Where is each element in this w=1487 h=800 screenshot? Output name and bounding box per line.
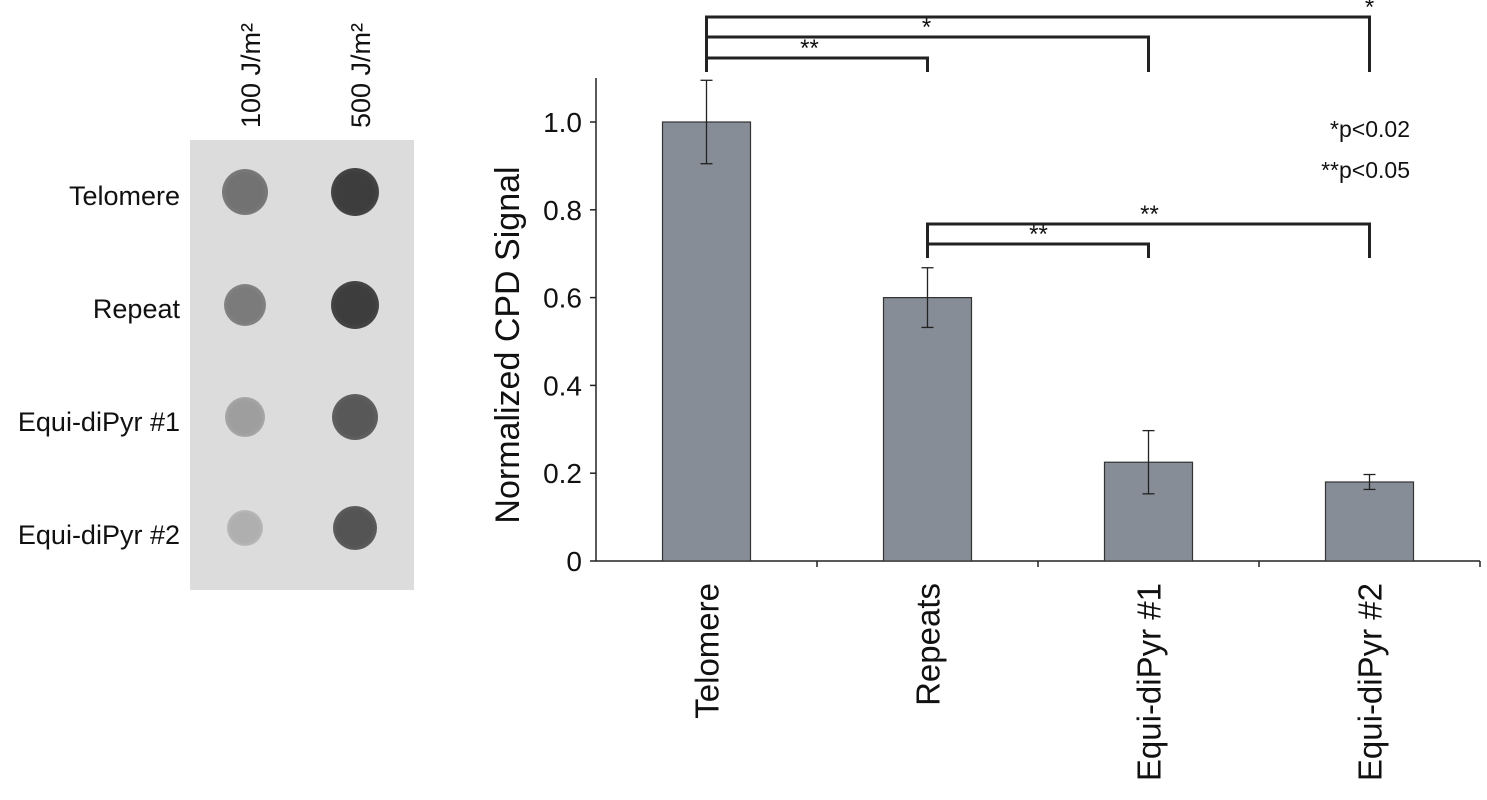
significance-bracket	[926, 242, 1150, 258]
legend-entry-0: *p<0.02	[1330, 116, 1410, 142]
blot-dot	[331, 281, 379, 329]
x-axis: Telomere Repeats Equi-diPyr #1 Equi-diPyr #…	[596, 560, 1481, 781]
y-tick-label: 0.4	[543, 370, 582, 401]
y-tick-label: 1.0	[543, 107, 582, 138]
blot-row-label-repeat: Repeat	[92, 294, 180, 324]
x-tick-label: Equi-diPyr #2	[1352, 583, 1389, 781]
significance-brackets: ********	[705, 0, 1374, 258]
bar	[1324, 481, 1415, 562]
y-tick-label: 0.2	[543, 458, 582, 489]
significance-bracket	[926, 222, 1371, 258]
blot-dot	[225, 397, 265, 437]
blot-dot	[224, 284, 266, 326]
bar	[882, 297, 973, 562]
blot-dot	[331, 168, 379, 216]
x-tick-label: Repeats	[910, 583, 947, 706]
dot-blot-panel: 100 J/m² 500 J/m² Telomere Repeat Equi-d…	[0, 0, 460, 800]
blot-dot	[332, 394, 378, 440]
blot-row-label-telomere: Telomere	[68, 181, 180, 211]
y-axis: 0 0.2 0.4 0.6 0.8 1.0	[543, 78, 597, 577]
blot-row-label-equi-dipyr-2: Equi-diPyr #2	[17, 520, 180, 550]
y-axis-label: Normalized CPD Signal	[489, 166, 527, 523]
error-bars	[700, 79, 1376, 495]
legend-entry-1: **p<0.05	[1321, 157, 1410, 183]
bar	[661, 121, 752, 562]
significance-label: **	[1029, 221, 1048, 248]
significance-label: **	[800, 35, 819, 62]
blot-row-label-equi-dipyr-1: Equi-diPyr #1	[17, 407, 180, 437]
x-tick-label: Telomere	[689, 583, 726, 719]
x-tick-label: Equi-diPyr #1	[1131, 583, 1168, 781]
significance-bracket	[705, 56, 929, 72]
bars	[661, 121, 1415, 562]
blot-dot	[333, 506, 377, 550]
significance-bracket	[705, 35, 1150, 72]
blot-membrane	[190, 140, 414, 590]
blot-dot	[222, 169, 268, 215]
y-tick-label: 0.8	[543, 195, 582, 226]
significance-label: *	[922, 14, 931, 41]
y-tick-label: 0	[566, 546, 582, 577]
blot-dot	[227, 510, 263, 546]
significance-label: **	[1140, 201, 1159, 228]
y-tick-label: 0.6	[543, 283, 582, 314]
significance-label: *	[1365, 0, 1374, 21]
